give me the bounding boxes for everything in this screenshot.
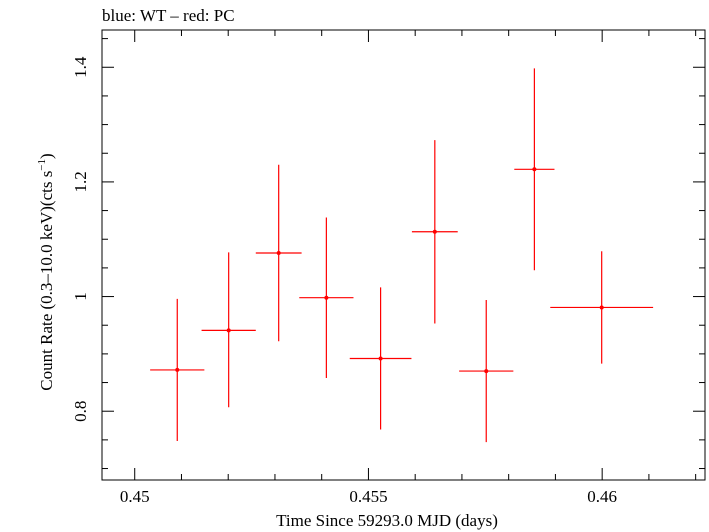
data-marker bbox=[276, 250, 281, 255]
axis-ticks bbox=[102, 30, 705, 480]
x-axis-label: Time Since 59293.0 MJD (days) bbox=[276, 511, 498, 530]
data-point bbox=[550, 251, 654, 364]
y-axis-label-superscript: −1 bbox=[36, 159, 48, 171]
data-point bbox=[459, 300, 514, 443]
data-marker bbox=[378, 356, 383, 361]
data-marker bbox=[432, 229, 437, 234]
data-point bbox=[201, 252, 256, 408]
y-axis-label-main: Count Rate (0.3–10.0 keV)(cts s bbox=[37, 171, 56, 391]
chart-title: blue: WT – red: PC bbox=[102, 6, 235, 25]
data-marker bbox=[484, 369, 489, 374]
y-axis-label: Count Rate (0.3–10.0 keV)(cts s−1) bbox=[36, 153, 56, 390]
data-point bbox=[514, 68, 555, 271]
data-marker bbox=[324, 295, 329, 300]
data-marker bbox=[175, 367, 180, 372]
data-point bbox=[349, 287, 412, 430]
data-point bbox=[299, 217, 354, 378]
data-points bbox=[150, 68, 654, 443]
data-point bbox=[255, 164, 302, 342]
y-axis-label-suffix: ) bbox=[37, 153, 56, 159]
plot-frame bbox=[101, 29, 706, 481]
y-tick-label: 1.2 bbox=[71, 171, 90, 192]
data-marker bbox=[599, 305, 604, 310]
y-tick-label: 0.8 bbox=[71, 401, 90, 422]
axis-tick-labels: 0.45 0.455 0.46 0.8 1 1.2 1.4 bbox=[71, 56, 617, 506]
x-tick-label: 0.455 bbox=[349, 487, 387, 506]
data-marker bbox=[226, 328, 231, 333]
data-point bbox=[411, 140, 458, 324]
x-tick-label: 0.45 bbox=[120, 487, 150, 506]
x-tick-label: 0.46 bbox=[587, 487, 617, 506]
data-marker bbox=[532, 167, 537, 172]
y-tick-label: 1.4 bbox=[71, 56, 90, 78]
data-point bbox=[150, 298, 205, 442]
y-tick-label: 1 bbox=[71, 292, 90, 301]
